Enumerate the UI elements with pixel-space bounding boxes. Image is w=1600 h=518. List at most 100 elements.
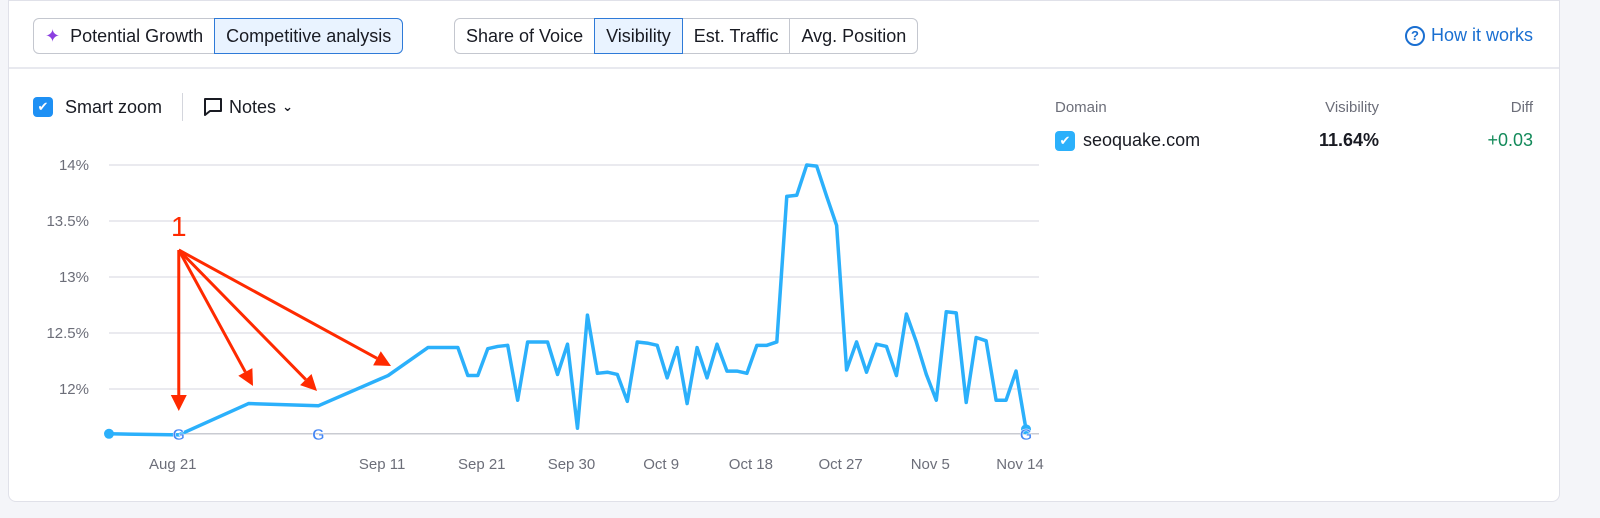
- data-point: [715, 342, 719, 346]
- question-icon: ?: [1404, 25, 1425, 46]
- data-point: [615, 372, 619, 376]
- data-point: [426, 346, 430, 350]
- data-point: [974, 335, 978, 339]
- data-point: [855, 340, 859, 344]
- data-point: [755, 343, 759, 347]
- x-tick-label: Oct 27: [818, 456, 862, 473]
- x-tick-label: Oct 18: [729, 456, 773, 473]
- data-point: [247, 402, 251, 406]
- tab-visibility[interactable]: Visibility: [594, 18, 683, 54]
- card-header: ✦ Potential Growth Competitive analysis …: [9, 1, 1559, 69]
- y-tick-label: 12.5%: [46, 325, 89, 342]
- y-tick-label: 13.5%: [46, 213, 89, 230]
- chevron-down-icon: ⌄: [282, 99, 293, 114]
- data-point: [665, 376, 669, 380]
- arrowhead: [373, 351, 391, 366]
- data-point: [705, 376, 709, 380]
- data-point: [476, 374, 480, 378]
- data-point: [805, 163, 809, 167]
- data-point: [386, 374, 390, 378]
- data-point: [675, 346, 679, 350]
- annotation-arrow: [178, 248, 378, 360]
- x-tick-label: Nov 14: [996, 456, 1044, 473]
- data-point: [984, 339, 988, 343]
- chart-toolbar: ✔ Smart zoom Notes ⌄: [33, 93, 293, 121]
- data-point: [795, 193, 799, 197]
- data-point: [964, 400, 968, 404]
- smart-zoom-checkbox[interactable]: ✔: [33, 97, 53, 117]
- data-point: [466, 374, 470, 378]
- data-point: [785, 194, 789, 198]
- data-point: [825, 194, 829, 198]
- data-point: [605, 370, 609, 374]
- tab-potential-growth[interactable]: ✦ Potential Growth: [33, 18, 216, 54]
- endpoint-marker: [1021, 424, 1031, 435]
- data-point: [884, 344, 888, 348]
- data-point: [894, 374, 898, 378]
- data-point: [765, 343, 769, 347]
- y-tick-label: 12%: [59, 381, 89, 398]
- notes-dropdown[interactable]: Notes ⌄: [203, 97, 293, 118]
- data-point: [575, 426, 579, 430]
- tab-label: Potential Growth: [70, 25, 204, 46]
- domain-checkbox[interactable]: ✔: [1055, 130, 1075, 151]
- legend-table: Domain Visibility Diff ✔ seoquake.com 11…: [1055, 99, 1533, 151]
- data-point: [506, 343, 510, 347]
- data-point: [845, 368, 849, 372]
- data-point: [745, 371, 749, 375]
- data-point: [874, 342, 878, 346]
- data-point: [595, 371, 599, 375]
- tab-avg-position[interactable]: Avg. Position: [789, 18, 919, 54]
- arrowhead: [170, 395, 187, 411]
- endpoint-marker: [104, 428, 114, 439]
- data-point: [526, 340, 530, 344]
- data-point: [556, 372, 560, 376]
- col-visibility: Visibility: [1325, 99, 1379, 116]
- col-domain: Domain: [1055, 99, 1107, 116]
- legend-header: Domain Visibility Diff: [1055, 99, 1533, 116]
- sparkle-icon: ✦: [45, 25, 61, 46]
- data-point: [954, 311, 958, 315]
- x-tick-label: Sep 30: [548, 456, 596, 473]
- tab-competitive-analysis[interactable]: Competitive analysis: [214, 18, 404, 54]
- data-point: [436, 346, 440, 350]
- how-it-works-label: How it works: [1430, 25, 1533, 45]
- data-point: [685, 402, 689, 406]
- data-point: [177, 433, 181, 437]
- annotation-label: 1: [171, 211, 187, 242]
- series-line: [108, 163, 1028, 437]
- visibility-card: ✦ Potential Growth Competitive analysis …: [8, 0, 1560, 502]
- data-point: [496, 344, 500, 348]
- col-diff: Diff: [1510, 99, 1533, 116]
- data-point: [655, 343, 659, 347]
- mode-tabs: ✦ Potential Growth Competitive analysis: [33, 18, 404, 54]
- data-point: [735, 369, 739, 373]
- google-update-icon: G: [312, 427, 324, 444]
- data-point: [446, 346, 450, 350]
- tab-est-traffic[interactable]: Est. Traffic: [681, 18, 791, 54]
- annotation-arrow: [177, 248, 307, 381]
- data-point: [1004, 398, 1008, 402]
- google-update-icon: G: [173, 427, 185, 444]
- smart-zoom-label: Smart zoom: [65, 96, 163, 117]
- data-point: [635, 340, 639, 344]
- data-point: [725, 369, 729, 373]
- y-tick-label: 14%: [59, 157, 89, 174]
- data-point: [994, 398, 998, 402]
- arrowhead: [238, 368, 253, 386]
- domain-name: seoquake.com: [1083, 130, 1201, 150]
- comment-icon: [204, 98, 223, 116]
- visibility-value: 11.64%: [1318, 130, 1379, 150]
- data-point: [1014, 369, 1018, 373]
- data-point: [914, 340, 918, 344]
- data-point: [904, 312, 908, 316]
- data-point: [536, 340, 540, 344]
- data-point: [546, 340, 550, 344]
- how-it-works-link[interactable]: ? How it works: [1404, 25, 1533, 46]
- data-point: [775, 340, 779, 344]
- x-tick-label: Nov 5: [911, 456, 950, 473]
- data-point: [645, 341, 649, 345]
- data-point: [486, 347, 490, 351]
- data-point: [924, 372, 928, 376]
- data-point: [835, 223, 839, 227]
